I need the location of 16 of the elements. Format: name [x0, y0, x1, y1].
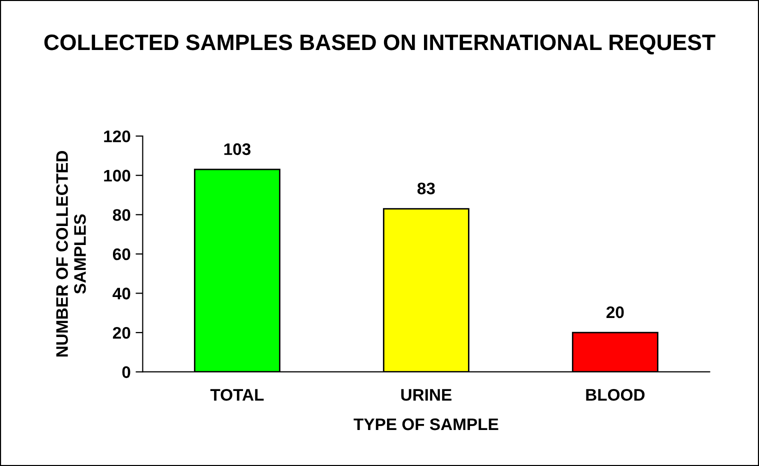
x-tick-label: BLOOD	[586, 388, 645, 401]
y-tick-label: 80	[112, 209, 130, 221]
x-tick-label: URINE	[401, 389, 452, 401]
x-axis-title: TYPE OF SAMPLE	[354, 418, 498, 430]
y-tick-label: 60	[112, 248, 130, 260]
y-axis-title: NUMBER OF COLLECTED SAMPLES	[56, 150, 86, 357]
y-tick-label: 100	[104, 170, 130, 182]
y-tick-label: 0	[122, 366, 130, 378]
x-tick-label: TOTAL	[210, 388, 264, 401]
y-tick-label: 120	[104, 130, 130, 142]
y-tick-label: 40	[112, 288, 130, 300]
y-tick-label: 20	[112, 326, 130, 339]
data-label: 20	[606, 306, 624, 318]
data-label: 83	[417, 182, 435, 194]
data-label: 103	[224, 143, 250, 156]
chart-title: COLLECTED SAMPLES BASED ON INTERNATIONAL REQUEST	[44, 34, 716, 54]
